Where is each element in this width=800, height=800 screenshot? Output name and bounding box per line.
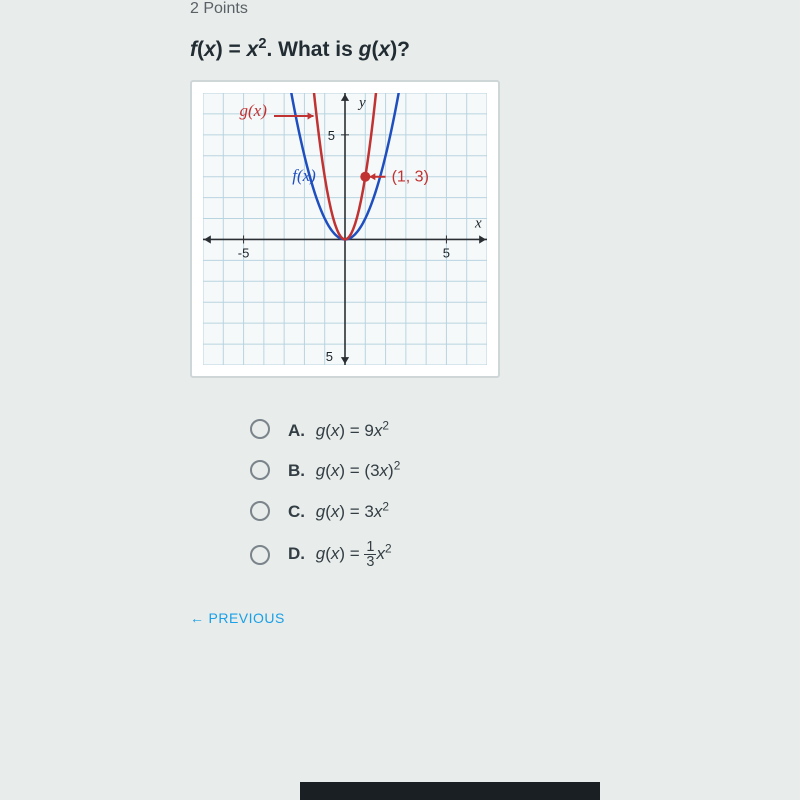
chart-svg: -5 5 5 5 x y f(x) g(x) (1, 3): [203, 93, 487, 365]
previous-button[interactable]: ← PREVIOUS: [190, 610, 285, 626]
bottom-bar: [300, 782, 600, 800]
option-d-text: D. g(x) = 13x2: [288, 540, 392, 570]
option-letter: B.: [288, 461, 305, 480]
option-math: g(x) = 13x2: [316, 544, 392, 563]
svg-text:x: x: [474, 215, 482, 231]
points-label: 2 Points: [190, 0, 760, 18]
option-math: g(x) = (3x)2: [316, 461, 401, 480]
svg-text:g(x): g(x): [240, 101, 268, 120]
option-letter: C.: [288, 502, 305, 521]
radio-a[interactable]: [250, 419, 270, 439]
previous-label: PREVIOUS: [209, 610, 285, 626]
option-math: g(x) = 3x2: [316, 502, 389, 521]
arrow-left-icon: ←: [190, 610, 205, 626]
option-letter: D.: [288, 544, 305, 563]
radio-b[interactable]: [250, 460, 270, 480]
option-b-text: B. g(x) = (3x)2: [288, 459, 400, 482]
option-c[interactable]: C. g(x) = 3x2: [250, 499, 760, 522]
svg-text:(1, 3): (1, 3): [392, 169, 429, 186]
option-a[interactable]: A. g(x) = 9x2: [250, 418, 760, 441]
option-a-text: A. g(x) = 9x2: [288, 418, 389, 441]
svg-text:-5: -5: [238, 245, 250, 260]
radio-c[interactable]: [250, 501, 270, 521]
svg-text:5: 5: [326, 349, 333, 364]
option-d[interactable]: D. g(x) = 13x2: [250, 540, 760, 570]
chart-card: -5 5 5 5 x y f(x) g(x) (1, 3): [190, 80, 500, 378]
option-b[interactable]: B. g(x) = (3x)2: [250, 459, 760, 482]
svg-text:y: y: [357, 95, 366, 111]
page-root: 2 Points f(x) = x2. What is g(x)? -5 5 5 5 x…: [0, 0, 800, 800]
svg-text:5: 5: [443, 245, 450, 260]
svg-text:5: 5: [328, 128, 335, 143]
option-c-text: C. g(x) = 3x2: [288, 499, 389, 522]
option-math: g(x) = 9x2: [316, 421, 389, 440]
question-text: f(x) = x2. What is g(x)?: [190, 36, 760, 62]
svg-text:f(x): f(x): [292, 166, 316, 185]
radio-d[interactable]: [250, 545, 270, 565]
options: A. g(x) = 9x2 B. g(x) = (3x)2 C. g(x) = …: [190, 418, 760, 570]
option-letter: A.: [288, 421, 305, 440]
